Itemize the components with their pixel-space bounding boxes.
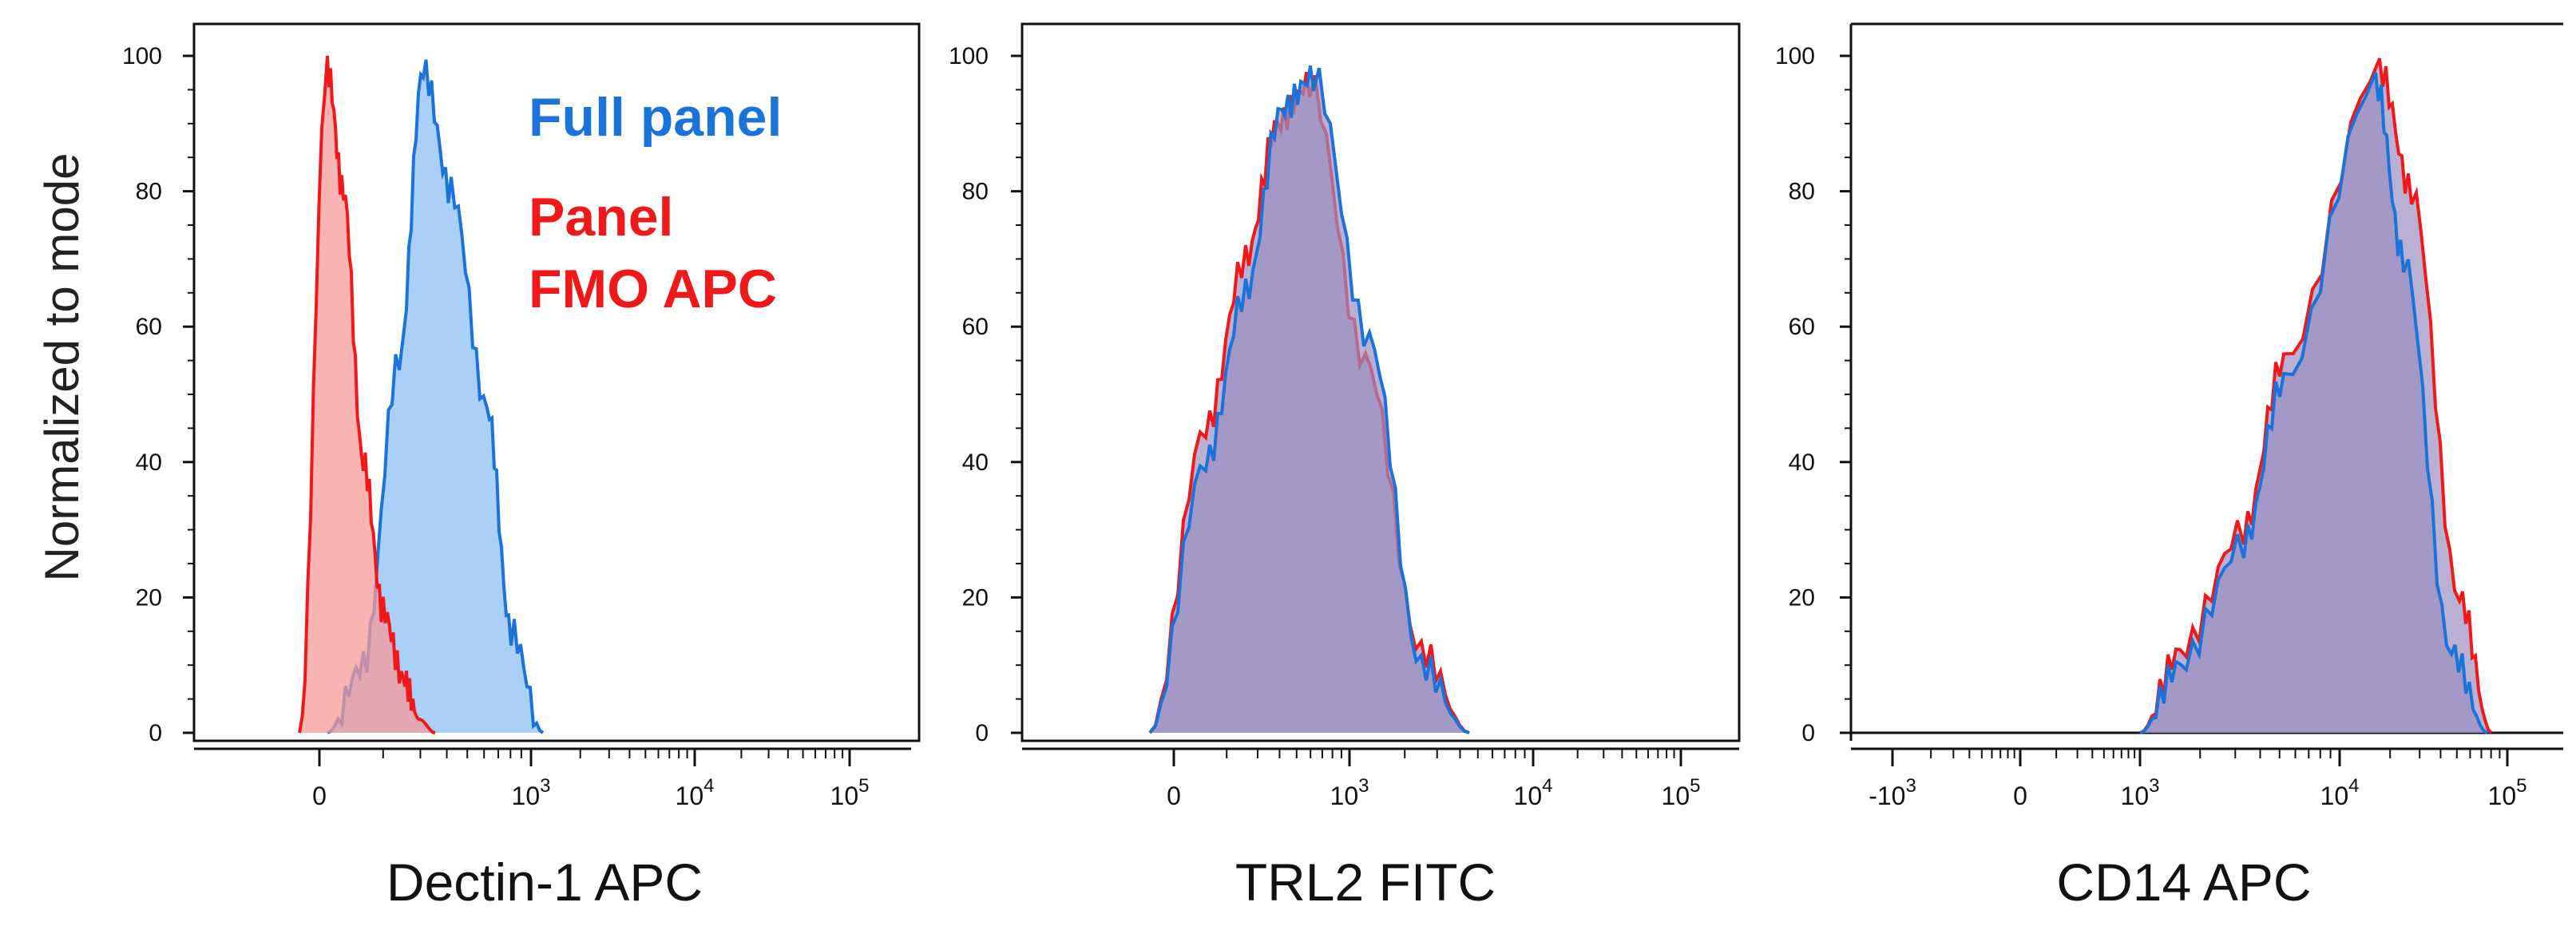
- full-panel-line: [1148, 65, 1470, 734]
- y-tick-label: 0: [975, 720, 989, 746]
- histogram-curves: [298, 55, 545, 734]
- y-tick-label: 20: [136, 584, 162, 611]
- y-tick-label: 80: [1789, 179, 1815, 205]
- x-tick-label: 103: [2121, 775, 2160, 810]
- y-tick-label: 40: [1789, 449, 1815, 476]
- x-tick-label: -103: [1869, 775, 1916, 810]
- full-panel-line: [2139, 72, 2488, 734]
- y-tick-label: 40: [962, 449, 989, 476]
- legend-fmo-apc: FMO APC: [529, 259, 777, 319]
- histogram-curves: [1148, 65, 1470, 734]
- x-tick-label: 0: [1167, 782, 1181, 810]
- fmo-line: [2139, 57, 2493, 734]
- x-tick-label: 104: [676, 775, 715, 810]
- x-tick-label: 105: [2488, 775, 2527, 810]
- y-tick-label: 100: [1775, 43, 1815, 69]
- x-axis-label: CD14 APC: [2056, 853, 2311, 912]
- x-tick-label: 104: [1514, 775, 1553, 810]
- full-panel-area: [327, 59, 543, 734]
- plot-frame: [192, 22, 921, 742]
- fmo-line: [298, 55, 436, 734]
- x-tick-label: 103: [1330, 775, 1369, 810]
- y-tick-label: 100: [122, 43, 162, 69]
- full-panel-area: [1150, 65, 1469, 733]
- x-tick-label: 105: [1662, 775, 1701, 810]
- x-axis-label: Dectin-1 APC: [386, 853, 703, 912]
- legend-panel: Panel: [529, 187, 673, 247]
- x-tick-label: 104: [2320, 775, 2360, 810]
- legend-full-panel: Full panel: [529, 87, 782, 148]
- plot-frame: [1020, 22, 1741, 742]
- x-tick-label: 103: [512, 775, 551, 810]
- panel-cd14: 0 20 40 60 80 100 -103 0 103 104 105 CD14 APC: [1775, 22, 2563, 912]
- y-tick-label: 60: [136, 314, 162, 340]
- y-tick-label: 100: [949, 43, 989, 69]
- y-axis-ticks: 0 20 40 60 80 100: [949, 43, 1022, 746]
- y-tick-label: 20: [962, 584, 989, 611]
- y-tick-label: 0: [1801, 720, 1815, 746]
- y-axis-ticks: 0 20 40 60 80 100: [1775, 43, 1851, 746]
- y-tick-label: 80: [136, 179, 162, 205]
- y-axis-ticks: 0 20 40 60 80 100: [122, 43, 194, 746]
- y-tick-label: 20: [1789, 584, 1815, 611]
- y-axis-label: Normalized to mode: [35, 153, 89, 582]
- x-axis-ticks: 0 103 104 105: [1022, 747, 1739, 810]
- x-tick-label: 0: [312, 782, 327, 810]
- histogram-curves: [2139, 57, 2493, 734]
- fmo-area: [299, 56, 435, 733]
- y-tick-label: 60: [1789, 314, 1815, 340]
- x-axis-label: TRL2 FITC: [1235, 853, 1496, 912]
- x-tick-label: 105: [830, 775, 870, 810]
- y-tick-label: 40: [136, 449, 162, 476]
- x-axis-ticks: -103 0 103 104 105: [1851, 747, 2563, 810]
- y-tick-label: 60: [962, 314, 989, 340]
- panel-trl2: 0 20 40 60 80 100 0 103 104 105 TRL2 FITC: [949, 22, 1741, 912]
- panel-dectin1: 0 20 40 60 80 100 0 103 104 105 Dectin-1 APC Ful…: [122, 22, 921, 912]
- y-tick-label: 0: [149, 720, 162, 746]
- y-tick-label: 80: [962, 179, 989, 205]
- x-tick-label: 0: [2013, 782, 2027, 810]
- x-axis-ticks: 0 103 104 105: [194, 747, 911, 810]
